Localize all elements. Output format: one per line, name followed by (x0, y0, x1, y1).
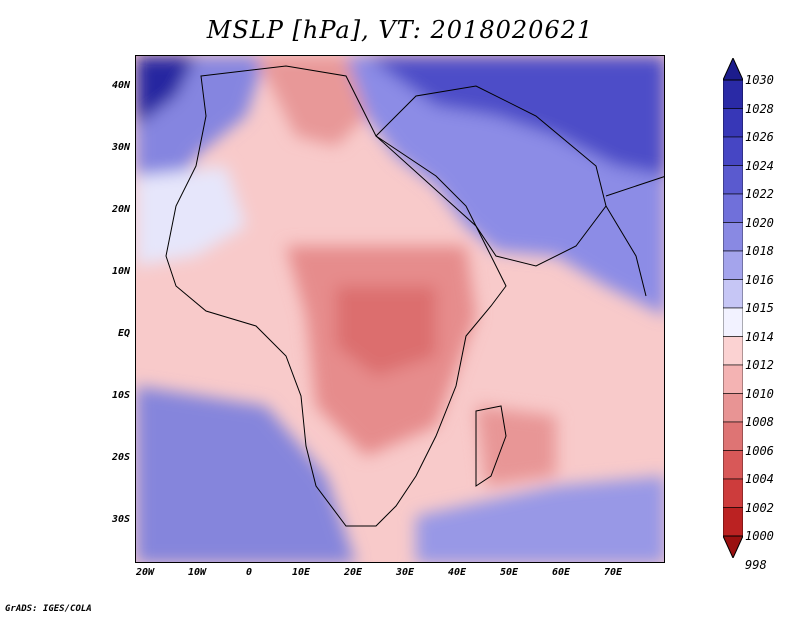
colorbar-cell (723, 393, 743, 423)
colorbar-level-label: 1026 (745, 130, 774, 144)
colorbar-level-label: 998 (745, 557, 767, 572)
colorbar-level-label: 1000 (745, 529, 774, 543)
colorbar-level-label: 1004 (745, 472, 774, 486)
colorbar-bottom-arrow (723, 535, 743, 558)
colorbar-cell (723, 364, 743, 394)
lon-label-60e: 60E (551, 567, 571, 578)
colorbar-cell (723, 307, 743, 337)
colorbar-cell (723, 478, 743, 508)
lon-label-40e: 40E (447, 567, 467, 578)
colorbar-level-label: 1010 (745, 386, 774, 401)
high-south-indian (416, 476, 664, 562)
colorbar-cells (723, 79, 743, 537)
lat-label-40n: 40N (111, 80, 130, 91)
colorbar-level-label: 1022 (745, 187, 774, 201)
lat-label-20s: 20S (111, 452, 130, 463)
low-madagascar (476, 406, 556, 486)
lon-label-0: 0 (245, 567, 253, 578)
india-coast (605, 176, 664, 297)
colorbar-cell (723, 507, 743, 537)
colorbar-level-label: 1015 (745, 301, 774, 315)
footer-credit: GrADS: IGES/COLA (5, 604, 92, 614)
low-atlas (256, 56, 366, 146)
high-south-atlantic (136, 386, 356, 562)
colorbar-level-label: 1006 (745, 443, 774, 458)
ridge-atlantic (136, 166, 246, 266)
high-pressure-core-northwest (136, 56, 196, 126)
colorbar-level-label: 1020 (745, 215, 774, 230)
low-congo-core (336, 286, 436, 376)
colorbar-cell (723, 222, 743, 252)
colorbar-top-arrow (723, 58, 743, 81)
coastlines (165, 65, 664, 527)
colorbar-level-label: 1024 (745, 158, 774, 173)
colorbar-level-label: 1018 (745, 244, 774, 258)
colorbar-level-label: 1012 (745, 358, 774, 372)
lat-label-10n: 10N (111, 266, 130, 277)
colorbar-cell (723, 165, 743, 195)
lon-label-20w: 20W (135, 567, 155, 578)
colorbar-cell (723, 279, 743, 309)
lat-label-eq: EQ (117, 328, 130, 339)
lat-label-20n: 20N (111, 204, 130, 215)
colorbar-level-label: 1028 (745, 101, 774, 116)
lon-label-20e: 20E (343, 567, 363, 578)
lon-label-10w: 10W (187, 567, 207, 578)
lat-label-30n: 30N (111, 142, 130, 153)
colorbar-cell (723, 193, 743, 223)
colorbar-level-label: 1008 (745, 415, 774, 429)
colorbar-cell (723, 108, 743, 138)
colorbar-level-label: 1030 (745, 73, 774, 87)
map-title: MSLP [hPa], VT: 2018020621 (206, 16, 594, 44)
lon-label-30e: 30E (395, 567, 415, 578)
madagascar-coast (475, 405, 507, 487)
colorbar (723, 58, 743, 558)
colorbar-level-label: 1014 (745, 329, 774, 344)
colorbar-cell (723, 136, 743, 166)
pressure-field (136, 56, 664, 562)
colorbar-cell (723, 250, 743, 280)
colorbar-cell (723, 450, 743, 480)
lat-label-30s: 30S (111, 514, 130, 525)
colorbar-cell (723, 421, 743, 451)
lon-label-70e: 70E (603, 567, 623, 578)
colorbar-cell (723, 79, 743, 109)
high-pressure-core-north (366, 56, 664, 176)
lon-label-10e: 10E (291, 567, 311, 578)
high-pressure-northwest (136, 56, 266, 256)
lon-label-50e: 50E (499, 567, 519, 578)
colorbar-cell (723, 336, 743, 366)
colorbar-level-label: 1002 (745, 500, 774, 515)
colorbar-level-label: 1016 (745, 272, 774, 287)
mslp-map[interactable] (135, 55, 665, 563)
lat-label-10s: 10S (111, 390, 130, 401)
